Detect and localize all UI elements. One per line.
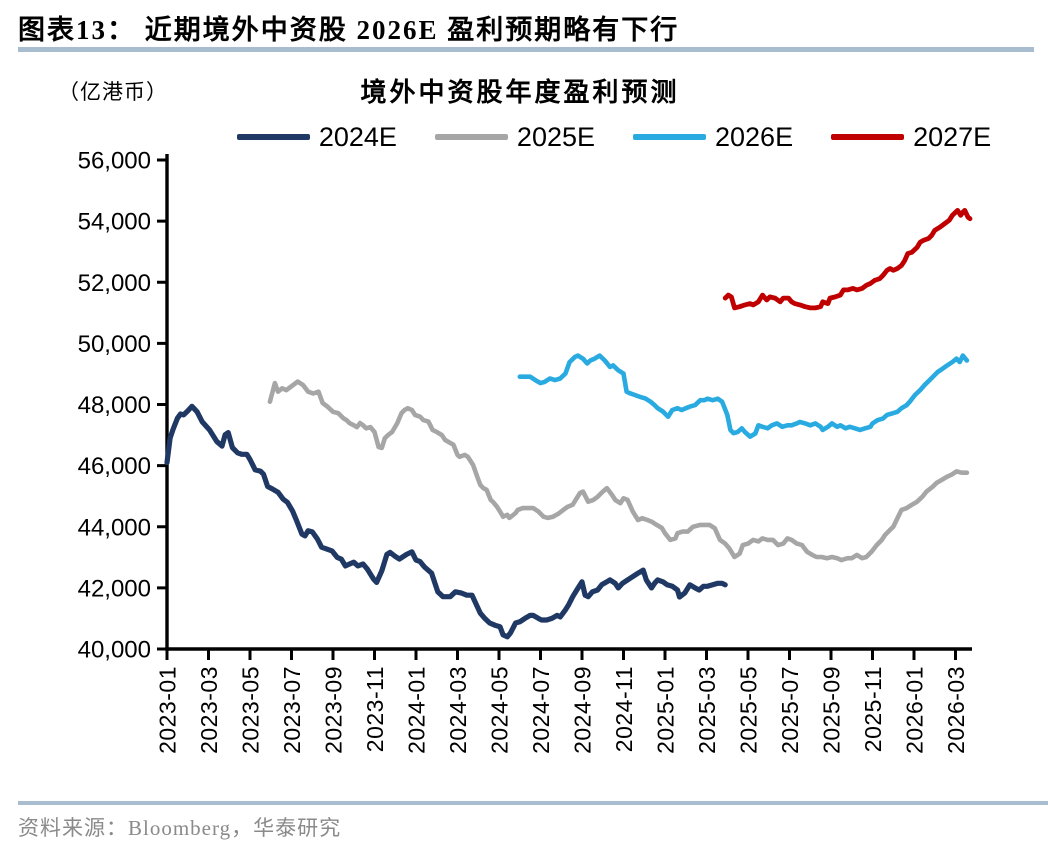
x-tick-label: 2024-11 — [611, 666, 637, 752]
y-tick-label: 54,000 — [78, 209, 151, 236]
legend: 2024E 2025E 2026E 2027E — [180, 120, 1048, 154]
legend-swatch-2024e — [236, 134, 310, 140]
caption-divider — [18, 47, 1034, 52]
x-tick-label: 2025-09 — [819, 666, 845, 754]
legend-item-2024e: 2024E — [236, 121, 397, 153]
figure-caption: 图表13： 近期境外中资股 2026E 盈利预期略有下行 — [18, 15, 680, 45]
x-tick-label: 2025-11 — [860, 666, 886, 752]
legend-item-2025e: 2025E — [434, 121, 595, 153]
x-tick-label: 2023-05 — [238, 666, 264, 754]
x-tick-label: 2024-01 — [404, 666, 430, 754]
y-tick-label: 40,000 — [78, 637, 151, 664]
legend-swatch-2026e — [633, 134, 706, 140]
x-tick-label: 2023-11 — [362, 666, 388, 752]
x-tick-label: 2023-03 — [196, 666, 222, 754]
y-axis-unit-label: （亿港币） — [58, 80, 168, 104]
legend-label-2027e: 2027E — [913, 121, 992, 152]
legend-swatch-2027e — [831, 134, 905, 140]
x-tick-label: 2026-03 — [943, 666, 969, 754]
y-tick-label: 42,000 — [78, 575, 151, 602]
legend-label-2025e: 2025E — [516, 121, 595, 152]
y-tick-label: 50,000 — [78, 331, 151, 358]
x-tick-label: 2023-07 — [279, 666, 305, 754]
y-tick-label: 48,000 — [78, 392, 151, 419]
legend-swatch-2025e — [434, 134, 508, 140]
y-tick-label: 44,000 — [78, 514, 151, 541]
x-tick-label: 2024-07 — [528, 666, 554, 754]
x-tick-label: 2026-01 — [902, 666, 928, 754]
x-tick-label: 2024-05 — [487, 666, 513, 754]
series-line-2027E — [722, 207, 973, 311]
x-tick-label: 2024-09 — [570, 666, 596, 754]
source-note: 资料来源：Bloomberg，华泰研究 — [18, 816, 342, 840]
series-line-2026E — [517, 353, 970, 439]
x-tick-label: 2025-01 — [653, 666, 679, 754]
chart-title: 境外中资股年度盈利预测 — [360, 78, 680, 107]
y-tick-label: 46,000 — [78, 453, 151, 480]
footer-divider — [18, 801, 1048, 805]
series-line-2025E — [267, 379, 970, 563]
x-tick-label: 2025-05 — [736, 666, 762, 754]
x-tick-label: 2025-03 — [694, 666, 720, 754]
x-tick-label: 2025-07 — [777, 666, 803, 754]
y-tick-label: 56,000 — [78, 148, 151, 175]
legend-item-2026e: 2026E — [633, 122, 793, 153]
x-tick-label: 2024-03 — [445, 666, 471, 754]
series-line-2024E — [164, 403, 728, 640]
y-tick-label: 52,000 — [78, 270, 151, 297]
x-tick-label: 2023-09 — [321, 666, 347, 754]
legend-label-2026e: 2026E — [715, 121, 794, 152]
legend-item-2027e: 2027E — [831, 122, 991, 153]
x-tick-label: 2023-01 — [155, 666, 181, 754]
legend-label-2024e: 2024E — [318, 121, 397, 152]
